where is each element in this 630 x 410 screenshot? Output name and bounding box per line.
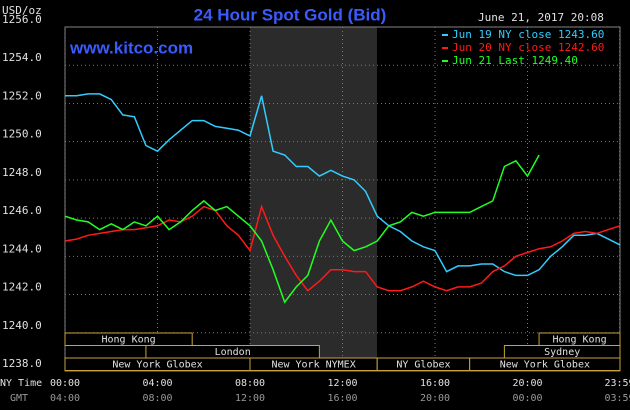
x-tick-label: 16:00 bbox=[420, 378, 450, 389]
y-tick-label: 1250.0 bbox=[2, 128, 42, 141]
y-tick-label: 1248.0 bbox=[2, 166, 42, 179]
timestamp: June 21, 2017 20:08 bbox=[478, 11, 604, 24]
series-line bbox=[64, 204, 621, 292]
x-tick-label: 00:00 bbox=[50, 378, 80, 389]
x2-tick-label: 12:00 bbox=[235, 393, 265, 404]
session-box bbox=[469, 357, 621, 371]
session-label: New York Globex bbox=[112, 360, 202, 371]
x2-tick-label: 16:00 bbox=[327, 393, 357, 404]
session-label: Hong Kong bbox=[552, 335, 606, 346]
session-box bbox=[64, 332, 193, 346]
series-line bbox=[64, 154, 540, 304]
subtitle: www.kitco.com bbox=[69, 38, 193, 57]
session-label: New York NYMEX bbox=[271, 360, 355, 371]
x-tick-label: 23:59 bbox=[604, 378, 630, 389]
legend-label: Jun 21 Last 1249.40 bbox=[452, 54, 578, 67]
y-tick-label: 1252.0 bbox=[2, 89, 42, 102]
legend-label: Jun 20 NY close 1242.60 bbox=[452, 41, 604, 54]
x2-axis-label: GMT bbox=[10, 393, 28, 404]
x-axis-label: NY Time bbox=[0, 378, 42, 389]
x-tick-label: 04:00 bbox=[142, 378, 172, 389]
session-label: New York Globex bbox=[500, 360, 590, 371]
x2-tick-label: 08:00 bbox=[142, 393, 172, 404]
y-tick-label: 1238.0 bbox=[2, 357, 42, 370]
x2-tick-label: 00:00 bbox=[512, 393, 542, 404]
session-label: London bbox=[215, 347, 251, 358]
y-tick-label: 1246.0 bbox=[2, 204, 42, 217]
shaded-region bbox=[250, 27, 377, 371]
x-tick-label: 08:00 bbox=[235, 378, 265, 389]
y-tick-label: 1256.0 bbox=[2, 13, 42, 26]
y-axis-label: USD/oz bbox=[2, 4, 42, 17]
chart-title: 24 Hour Spot Gold (Bid) bbox=[194, 5, 387, 24]
y-tick-label: 1244.0 bbox=[2, 242, 42, 255]
series-line bbox=[65, 93, 621, 277]
x2-tick-label: 04:00 bbox=[50, 393, 80, 404]
x2-tick-label: 20:00 bbox=[420, 393, 450, 404]
session-label: Sydney bbox=[544, 347, 580, 358]
x2-tick-label: 03:59 bbox=[604, 393, 630, 404]
session-label: NY Globex bbox=[396, 360, 450, 371]
session-label: Hong Kong bbox=[102, 335, 156, 346]
x-tick-label: 20:00 bbox=[512, 378, 542, 389]
y-tick-label: 1240.0 bbox=[2, 319, 42, 332]
y-tick-label: 1242.0 bbox=[2, 281, 42, 294]
legend-label: Jun 19 NY close 1243.60 bbox=[452, 28, 604, 41]
y-tick-label: 1254.0 bbox=[2, 51, 42, 64]
x-tick-label: 12:00 bbox=[327, 378, 357, 389]
